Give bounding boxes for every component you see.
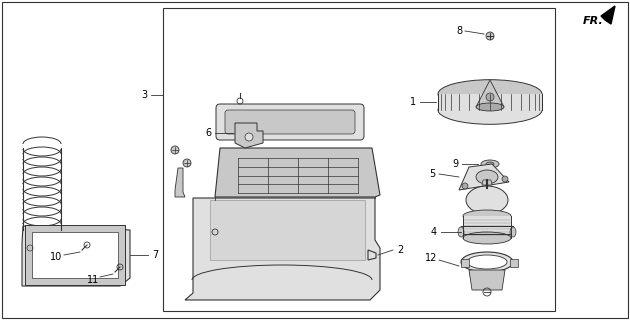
Polygon shape (482, 180, 492, 185)
Circle shape (502, 176, 508, 182)
Bar (32, 232, 118, 278)
Bar (25, 225, 125, 285)
Text: 5: 5 (429, 169, 435, 179)
Ellipse shape (438, 96, 542, 124)
Bar (461, 259, 469, 267)
Circle shape (486, 93, 494, 101)
Polygon shape (601, 6, 615, 24)
Polygon shape (175, 168, 185, 197)
Text: 9: 9 (452, 159, 458, 169)
Bar (163, 8, 555, 311)
Ellipse shape (486, 162, 494, 166)
Text: 1: 1 (410, 97, 416, 107)
Ellipse shape (476, 103, 504, 111)
Ellipse shape (461, 252, 513, 272)
Ellipse shape (467, 255, 507, 269)
Polygon shape (185, 198, 380, 300)
Text: 3: 3 (141, 90, 147, 100)
Circle shape (183, 159, 191, 167)
Bar (463, 216, 511, 238)
Circle shape (462, 183, 468, 189)
Ellipse shape (510, 227, 516, 237)
Ellipse shape (438, 80, 542, 108)
Polygon shape (215, 148, 380, 197)
Text: 11: 11 (87, 275, 99, 285)
Polygon shape (459, 164, 509, 190)
Circle shape (245, 133, 253, 141)
Text: FR.: FR. (583, 16, 604, 26)
Ellipse shape (466, 186, 508, 214)
Text: 6: 6 (205, 128, 211, 138)
Circle shape (486, 32, 494, 40)
Text: 7: 7 (152, 250, 158, 260)
Bar (438, 94, 542, 110)
Polygon shape (235, 123, 263, 148)
Ellipse shape (463, 210, 511, 222)
Polygon shape (22, 226, 130, 286)
Text: 4: 4 (431, 227, 437, 237)
FancyBboxPatch shape (225, 110, 355, 134)
Polygon shape (469, 270, 505, 290)
Text: 2: 2 (397, 245, 403, 255)
Ellipse shape (476, 170, 498, 184)
Bar (461, 226, 513, 234)
Ellipse shape (458, 227, 464, 237)
Polygon shape (210, 200, 365, 260)
Text: 8: 8 (456, 26, 462, 36)
Text: 10: 10 (50, 252, 62, 262)
Text: 12: 12 (425, 253, 437, 263)
Ellipse shape (481, 160, 499, 168)
Bar (510, 259, 518, 267)
Polygon shape (476, 80, 504, 107)
Circle shape (171, 146, 179, 154)
FancyBboxPatch shape (216, 104, 364, 140)
Ellipse shape (463, 232, 511, 244)
